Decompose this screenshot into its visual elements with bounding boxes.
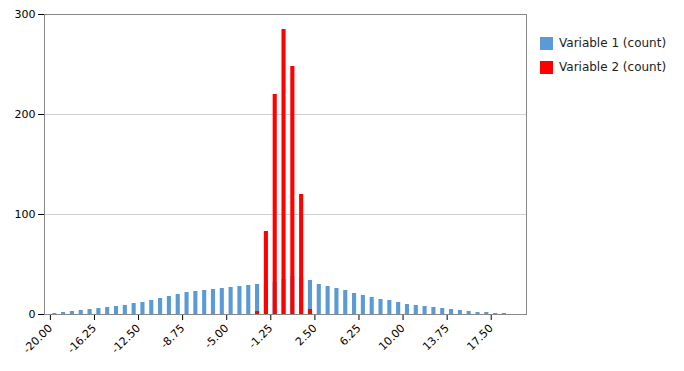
- svg-text:100: 100: [15, 208, 36, 221]
- svg-text:-8.75: -8.75: [158, 322, 187, 351]
- svg-text:13.75: 13.75: [420, 322, 451, 353]
- svg-text:6.25: 6.25: [337, 322, 364, 349]
- svg-text:10.00: 10.00: [376, 322, 407, 353]
- html-text:Variable 1 (count): Variable 1 (count): [559, 36, 667, 50]
- svg-text:2.50: 2.50: [293, 322, 320, 349]
- svg-text:-12.50: -12.50: [109, 322, 143, 356]
- svg-text:300: 300: [15, 8, 36, 21]
- svg-text:17.50: 17.50: [464, 322, 495, 353]
- svg-text:-16.25: -16.25: [65, 322, 99, 356]
- svg-text:0: 0: [29, 308, 36, 321]
- svg-text:200: 200: [15, 108, 36, 121]
- html-text:Variable 2 (count): Variable 2 (count): [559, 60, 667, 74]
- svg-text:-20.00: -20.00: [21, 322, 55, 356]
- svg-text:-5.00: -5.00: [202, 322, 231, 351]
- svg-text:-1.25: -1.25: [246, 322, 275, 351]
